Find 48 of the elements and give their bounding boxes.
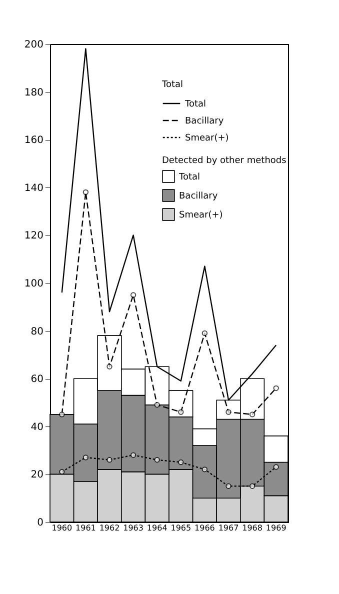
y-tick-label: 60 (30, 374, 44, 386)
point (130, 292, 136, 298)
x-tick-label: 1961 (76, 524, 96, 532)
point (226, 483, 232, 489)
x-tick-label: 1969 (266, 524, 286, 532)
y-tick-label: 140 (24, 182, 44, 194)
point (59, 468, 65, 475)
y-tick-label: 80 (30, 326, 44, 338)
legend-label: Total (178, 172, 200, 182)
y-tick-label: 0 (37, 518, 44, 528)
y-tick-label: 40 (30, 422, 44, 433)
y-tick-label: 20 (30, 470, 44, 481)
x-tick-label: 1960 (52, 524, 72, 532)
x-tick-label: 1962 (99, 524, 120, 532)
y-tick-label: 200 (24, 40, 44, 50)
point (249, 412, 256, 418)
point (154, 402, 160, 408)
legend-label: Smear(+) (185, 134, 229, 144)
legend-label: Total (184, 100, 206, 110)
legend-label: Bacillary (185, 116, 224, 126)
point (106, 364, 112, 370)
y-tick-label: 100 (24, 278, 44, 290)
point (106, 457, 112, 463)
point (130, 452, 136, 458)
point (249, 483, 256, 489)
point (273, 385, 279, 391)
y-tick-label: 180 (24, 87, 44, 98)
x-tick-label: 1963 (123, 524, 144, 532)
legend-label: Bacillary (179, 192, 218, 202)
point (82, 189, 89, 196)
annotation: Total (161, 80, 184, 90)
point (178, 459, 184, 466)
y-tick-label: 120 (24, 230, 44, 242)
y-tick-label: 160 (24, 135, 44, 146)
x-tick-label: 1968 (242, 524, 262, 532)
point (178, 409, 184, 415)
point (202, 466, 208, 472)
x-tick-label: 1964 (146, 524, 168, 532)
point (202, 330, 208, 336)
point (273, 464, 279, 470)
point (154, 457, 160, 463)
point (59, 412, 65, 418)
point (82, 454, 89, 460)
x-tick-label: 1965 (170, 524, 192, 532)
x-tick-label: 1967 (218, 524, 239, 532)
annotation: Detected by other methods (162, 156, 287, 166)
legend-label: Smear(+) (179, 210, 223, 220)
x-tick-label: 1966 (194, 524, 215, 532)
